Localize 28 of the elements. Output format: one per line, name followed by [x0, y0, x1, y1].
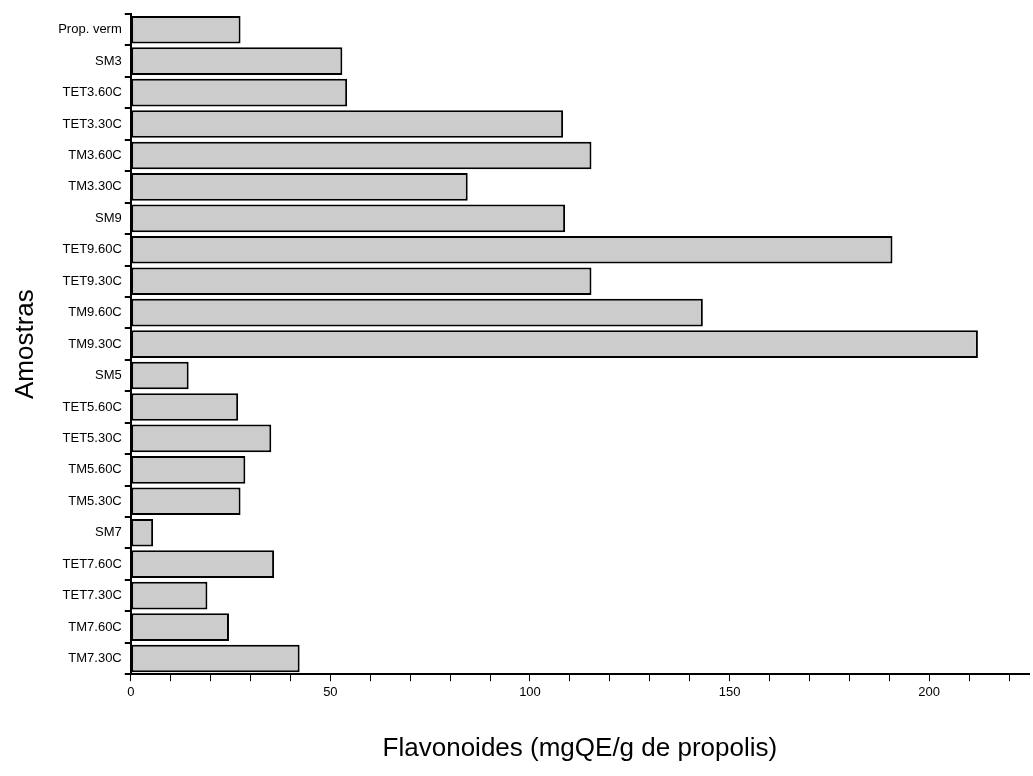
y-tick-label: TM7.60C — [68, 618, 122, 634]
x-axis-title: Flavonoides (mgQE/g de propolis) — [382, 731, 778, 762]
x-tick-label: 150 — [718, 683, 741, 699]
y-tick-label: TET7.60C — [62, 555, 122, 571]
y-tick-label: Prop. verm — [58, 21, 122, 37]
y-tick-label: TET3.60C — [62, 84, 122, 100]
y-tick-label: TET3.30C — [62, 115, 122, 131]
y-tick-label: SM9 — [95, 209, 122, 225]
y-tick-label: TET5.60C — [62, 398, 122, 414]
y-tick-label: TM5.60C — [68, 461, 122, 477]
y-tick-label: TM7.30C — [68, 650, 122, 666]
y-tick-label: TET9.30C — [62, 272, 122, 288]
y-tick-label: SM3 — [95, 52, 122, 68]
y-tick-label: TET7.30C — [62, 587, 122, 603]
y-tick-label: TM9.60C — [68, 304, 122, 320]
x-tick-label: 0 — [127, 683, 135, 699]
y-tick-label: SM7 — [95, 524, 122, 540]
y-tick-label: TM9.30C — [68, 335, 122, 351]
y-tick-label: TET9.60C — [62, 241, 122, 257]
x-tick-label: 50 — [323, 683, 338, 699]
y-tick-label: TM3.60C — [68, 147, 122, 163]
x-tick-label: 200 — [918, 683, 941, 699]
y-tick-label: TET5.30C — [62, 429, 122, 445]
y-tick-label: TM3.30C — [68, 178, 122, 194]
y-tick-label: TM5.30C — [68, 492, 122, 508]
y-axis-title: Amostras — [8, 289, 39, 400]
y-tick-label: SM5 — [95, 367, 122, 383]
x-tick-label: 100 — [519, 683, 541, 699]
